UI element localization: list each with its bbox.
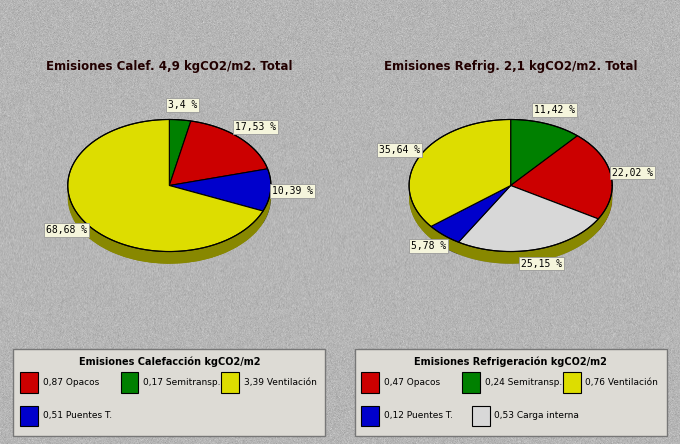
Text: 10,39 %: 10,39 % — [273, 186, 313, 196]
Polygon shape — [409, 186, 612, 264]
Title: Emisiones Refrig. 2,1 kgCO2/m2. Total: Emisiones Refrig. 2,1 kgCO2/m2. Total — [384, 59, 637, 73]
Polygon shape — [263, 186, 271, 223]
Bar — [462, 373, 480, 393]
Text: 22,02 %: 22,02 % — [613, 167, 653, 178]
Text: 0,76 Ventilación: 0,76 Ventilación — [585, 378, 658, 387]
Text: 11,42 %: 11,42 % — [534, 105, 575, 115]
Polygon shape — [68, 190, 263, 264]
Polygon shape — [598, 186, 612, 231]
Bar — [222, 373, 239, 393]
Text: 0,51 Puentes T.: 0,51 Puentes T. — [43, 412, 112, 420]
Text: 0,87 Opacos: 0,87 Opacos — [43, 378, 99, 387]
Text: 0,17 Semitransp.: 0,17 Semitransp. — [143, 378, 221, 387]
Polygon shape — [169, 121, 268, 186]
Text: 35,64 %: 35,64 % — [379, 145, 420, 155]
Text: 0,47 Opacos: 0,47 Opacos — [384, 378, 440, 387]
Polygon shape — [511, 119, 577, 186]
Polygon shape — [68, 186, 271, 264]
Bar — [472, 405, 490, 426]
Polygon shape — [458, 219, 598, 264]
Polygon shape — [169, 119, 191, 186]
Title: Emisiones Calef. 4,9 kgCO2/m2. Total: Emisiones Calef. 4,9 kgCO2/m2. Total — [46, 59, 292, 73]
Polygon shape — [431, 226, 458, 254]
Text: 3,39 Ventilación: 3,39 Ventilación — [244, 378, 317, 387]
Polygon shape — [169, 169, 271, 211]
Text: 0,53 Carga interna: 0,53 Carga interna — [494, 412, 579, 420]
Text: Emisiones Refrigeración kgCO2/m2: Emisiones Refrigeración kgCO2/m2 — [414, 357, 607, 367]
Polygon shape — [409, 119, 511, 226]
Polygon shape — [511, 136, 612, 219]
Polygon shape — [409, 189, 431, 238]
Text: Emisiones Calefacción kgCO2/m2: Emisiones Calefacción kgCO2/m2 — [79, 357, 260, 367]
FancyBboxPatch shape — [355, 349, 666, 436]
Polygon shape — [458, 186, 598, 252]
Text: 5,78 %: 5,78 % — [411, 241, 447, 251]
Text: 0,24 Semitransp.: 0,24 Semitransp. — [485, 378, 562, 387]
Bar — [361, 373, 379, 393]
Bar — [20, 405, 37, 426]
Bar — [361, 405, 379, 426]
FancyBboxPatch shape — [14, 349, 325, 436]
Text: 25,15 %: 25,15 % — [521, 258, 562, 269]
Bar — [120, 373, 139, 393]
Text: 3,4 %: 3,4 % — [168, 100, 197, 111]
Text: 0,12 Puentes T.: 0,12 Puentes T. — [384, 412, 453, 420]
Text: 17,53 %: 17,53 % — [235, 123, 275, 132]
Polygon shape — [431, 186, 511, 242]
Bar — [20, 373, 37, 393]
Polygon shape — [68, 119, 263, 252]
Text: 68,68 %: 68,68 % — [46, 225, 87, 235]
Bar — [562, 373, 581, 393]
